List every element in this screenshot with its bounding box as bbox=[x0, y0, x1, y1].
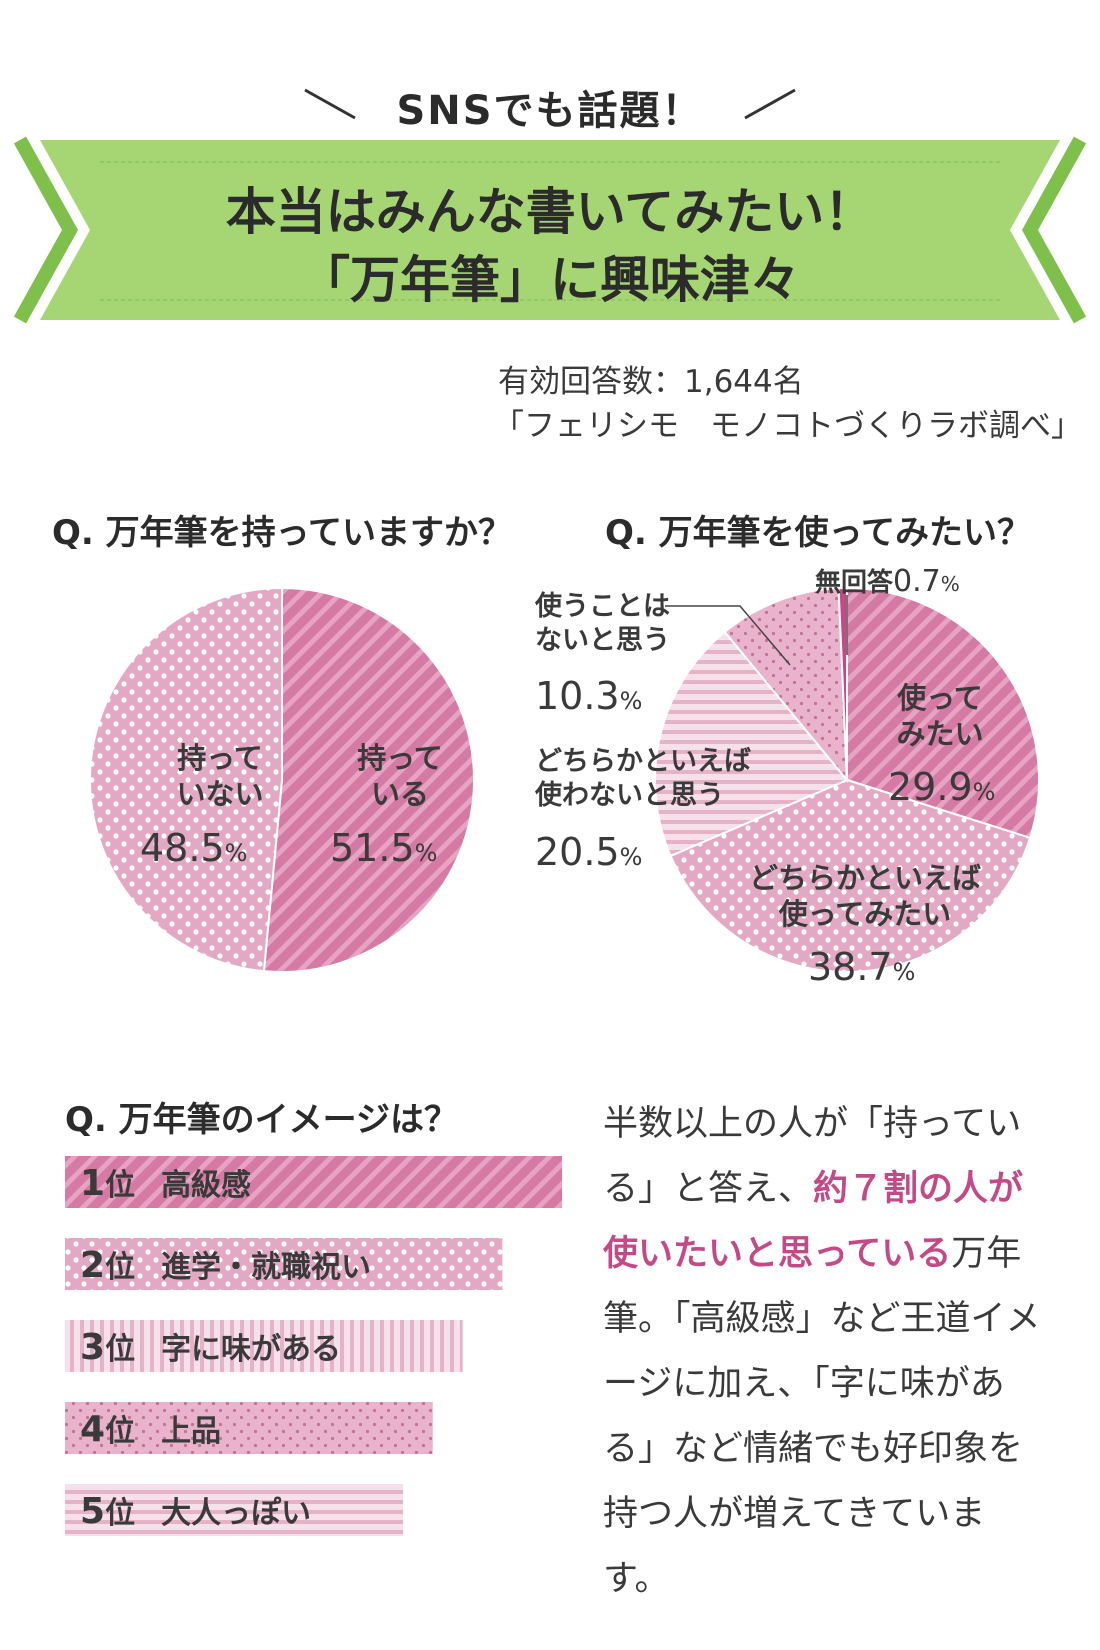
pie1-pct-own: 51.5% bbox=[330, 826, 438, 870]
pie2-pct-rather-want: 38.7% bbox=[808, 945, 916, 989]
pie1-label-own: 持って いる bbox=[357, 741, 443, 811]
pie2-label-noanswer: 無回答0.7% bbox=[815, 564, 960, 599]
banner-title-line1: 本当はみんな書いてみたい！ bbox=[225, 183, 875, 241]
kicker-slash-right bbox=[744, 88, 796, 120]
pie2-label-rather-not: どちらかといえば 使わないと思う bbox=[535, 746, 751, 811]
rank-3-label: 3位 字に味がある bbox=[80, 1327, 342, 1368]
pie2-pct-never: 10.3% bbox=[535, 674, 643, 718]
pie-chart-want bbox=[654, 586, 1040, 973]
pie1-title: Q. 万年筆を持っていますか？ bbox=[52, 513, 512, 553]
respondent-count: 有効回答数：1,644名 bbox=[498, 364, 804, 400]
pie2-slice-0 bbox=[846, 586, 1040, 840]
bar-title: Q. 万年筆のイメージは？ bbox=[65, 1100, 458, 1140]
rank-4-bar bbox=[65, 1402, 433, 1454]
rank-5-bar bbox=[65, 1484, 403, 1536]
pie2-pct-rather-not: 20.5% bbox=[535, 830, 643, 874]
rank-2-bar bbox=[65, 1238, 503, 1290]
pie1-pct-not-own: 48.5% bbox=[140, 826, 248, 870]
kicker-slash-left bbox=[304, 88, 356, 120]
title-banner bbox=[13, 136, 1087, 324]
rank-5-label: 5位 大人っぽい bbox=[80, 1491, 312, 1532]
banner-chevron-right bbox=[1021, 136, 1087, 324]
pie2-slice-1 bbox=[669, 778, 1032, 973]
pie1-label-not-own: 持って いない bbox=[176, 741, 264, 811]
pie1-slice-0 bbox=[262, 586, 475, 973]
pie2-slice-2 bbox=[654, 630, 849, 858]
pie2-pct-want: 29.9% bbox=[888, 765, 996, 809]
pie-chart-own bbox=[89, 586, 475, 973]
pie2-label-rather-want: どちらかといえば 使ってみたい bbox=[748, 861, 981, 931]
rank-4-label: 4位 上品 bbox=[80, 1409, 222, 1450]
survey-source: 「フェリシモ モノコトづくりラボ調べ」 bbox=[493, 408, 1082, 444]
rank-2-label: 2位 進学・就職祝い bbox=[80, 1245, 372, 1286]
pie2-title: Q. 万年筆を使ってみたい？ bbox=[605, 513, 1031, 553]
rank-3-bar bbox=[65, 1320, 463, 1372]
pie2-label-never: 使うことは ないと思う bbox=[535, 591, 670, 656]
leader-line-never bbox=[665, 605, 791, 666]
summary-paragraph: 半数以上の人が「持っている」と答え、約７割の人が使いたいと思っている万年筆。「高… bbox=[603, 1104, 1041, 1599]
pie2-slice-3 bbox=[723, 587, 849, 783]
image-ranking-bars bbox=[65, 1156, 562, 1536]
rank-1-label: 1位 高級感 bbox=[80, 1163, 252, 1204]
banner-chevron-left bbox=[13, 136, 79, 324]
banner-title-line2: 「万年筆」に興味津々 bbox=[300, 251, 800, 309]
pie2-slice-4 bbox=[837, 586, 848, 781]
rank-1-bar bbox=[65, 1156, 562, 1208]
pie1-slice-1 bbox=[89, 586, 283, 973]
pie2-label-want: 使って みたい bbox=[896, 681, 984, 751]
kicker-text: SNSでも話題！ bbox=[396, 88, 704, 134]
